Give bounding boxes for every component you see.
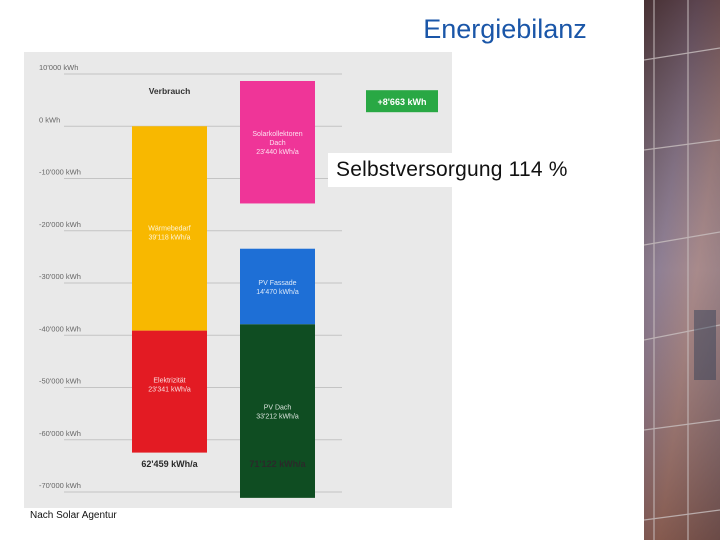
surplus-box bbox=[366, 90, 438, 113]
chart-panel: 10'000 kWh 0 kWh -10'000 kWh -20'000 kWh -30… bbox=[24, 52, 452, 508]
segment-label: Elektrizität 23'341 kWh/a bbox=[148, 378, 191, 394]
category-label: Verbrauch bbox=[149, 86, 191, 96]
y-tick-label: -40'000 kWh bbox=[39, 324, 81, 333]
bar-segment bbox=[240, 248, 315, 325]
y-tick-label: 10'000 kWh bbox=[39, 63, 78, 72]
bar-total-label: 71'122 kWh/a bbox=[249, 459, 306, 469]
y-tick-label: -20'000 kWh bbox=[39, 220, 81, 229]
segment-label: PV Fassade 14'470 kWh/a bbox=[256, 280, 299, 296]
source-note: Nach Solar Agentur bbox=[30, 510, 117, 521]
stacked-bar-chart: 10'000 kWh 0 kWh -10'000 kWh -20'000 kWh -30… bbox=[39, 63, 438, 498]
solar-facade-photo bbox=[644, 0, 720, 540]
y-tick-label: -30'000 kWh bbox=[39, 272, 81, 281]
bar-segment bbox=[132, 330, 207, 453]
self-sufficiency-callout: Selbstversorgung 114 % bbox=[328, 153, 611, 187]
bar-total-label: 62'459 kWh/a bbox=[141, 459, 198, 469]
segment-label: Wärmebedarf 39'118 kWh/a bbox=[148, 225, 190, 241]
bar-segment bbox=[240, 324, 315, 498]
y-tick-label: -10'000 kWh bbox=[39, 168, 81, 177]
y-tick-label: 0 kWh bbox=[39, 115, 60, 124]
segment-label: PV Dach 33'212 kWh/a bbox=[256, 405, 299, 421]
y-tick-label: -50'000 kWh bbox=[39, 377, 81, 386]
bar-segment bbox=[132, 126, 207, 331]
segment-label: Solarkollektoren Dach 23'440 kWh/a bbox=[252, 131, 302, 156]
slide-title: Energiebilanz bbox=[423, 14, 587, 44]
y-tick-label: -70'000 kWh bbox=[39, 481, 81, 490]
bar-segment bbox=[240, 80, 315, 204]
surplus-label: +8'663 kWh bbox=[378, 97, 427, 107]
y-tick-label: -60'000 kWh bbox=[39, 429, 81, 438]
